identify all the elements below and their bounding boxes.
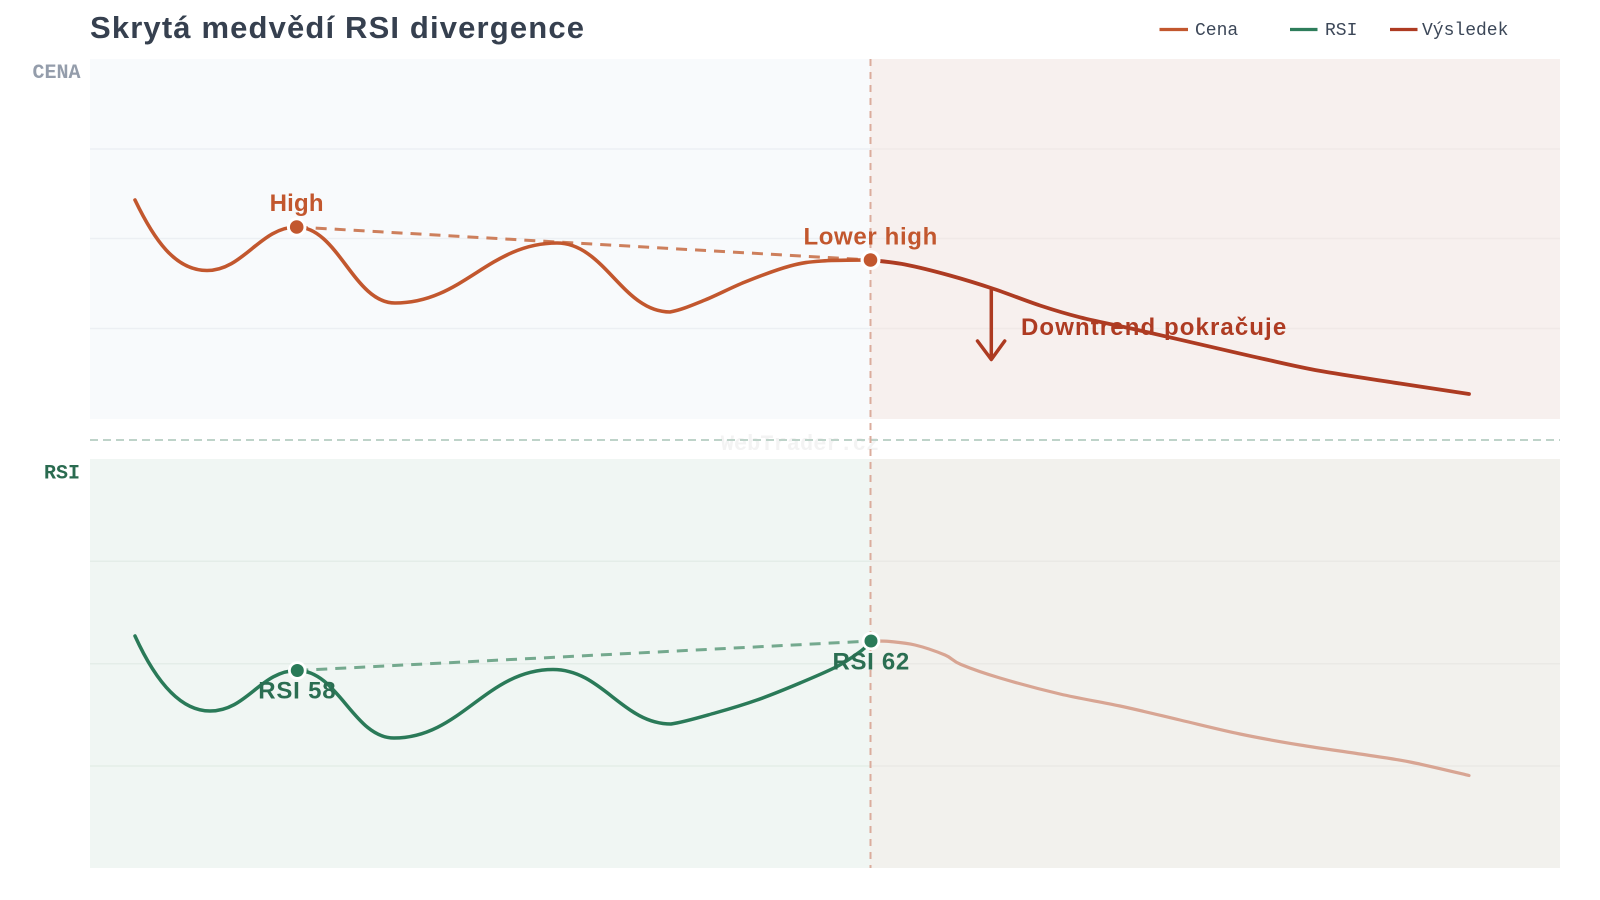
svg-text:RSI 62: RSI 62 (833, 648, 910, 675)
svg-text:CENA: CENA (32, 62, 80, 85)
svg-text:Downtrend pokračuje: Downtrend pokračuje (1021, 314, 1287, 341)
svg-text:Výsledek: Výsledek (1422, 21, 1508, 41)
svg-text:WebTrader.cz: WebTrader.cz (721, 432, 879, 457)
svg-text:Lower high: Lower high (803, 224, 938, 251)
svg-text:Skrytá medvědí RSI divergence: Skrytá medvědí RSI divergence (90, 10, 585, 45)
svg-text:Cena: Cena (1195, 21, 1238, 41)
svg-text:RSI 58: RSI 58 (258, 678, 336, 705)
svg-text:RSI: RSI (1325, 21, 1357, 41)
svg-text:High: High (270, 190, 324, 217)
svg-text:RSI: RSI (44, 463, 80, 486)
